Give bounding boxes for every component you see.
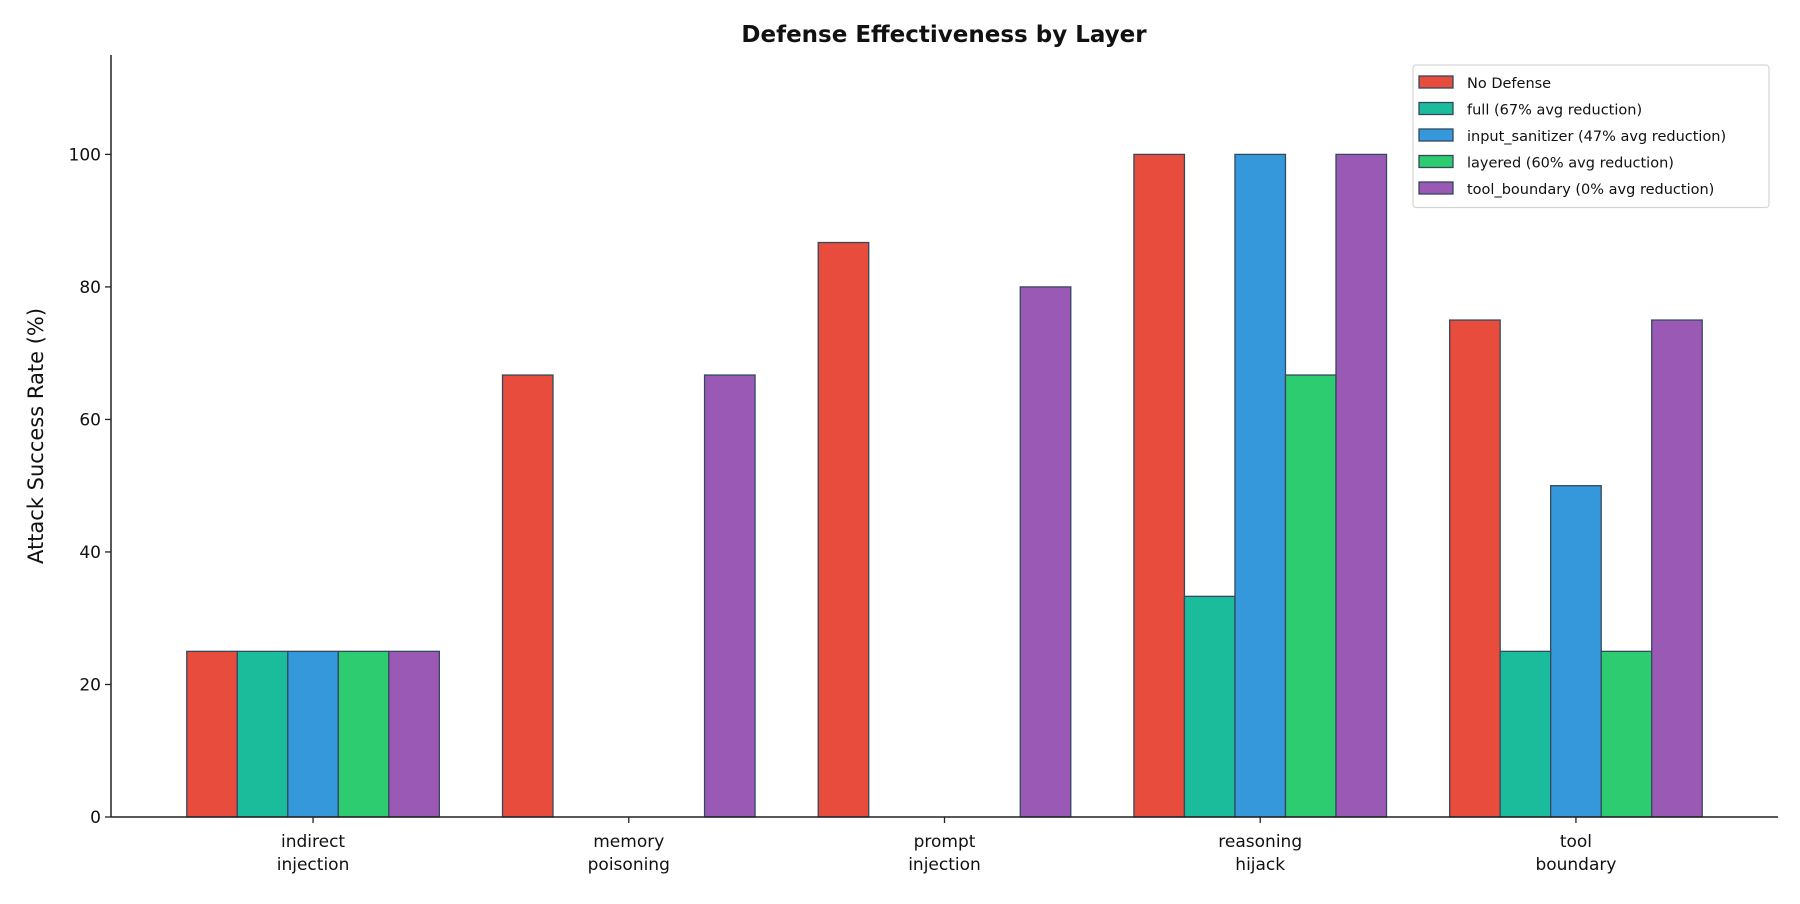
bar-0-2 (817, 241, 870, 818)
legend-label: layered (60% avg reduction) (1467, 156, 1674, 172)
x-tick-label: reasoning (1218, 832, 1302, 852)
bar-3-4 (1600, 650, 1653, 818)
x-tick-label: indirect (281, 832, 345, 852)
bar-2-4 (1550, 485, 1602, 818)
bar-0-3 (1133, 153, 1186, 818)
x-tick-label: tool (1560, 832, 1592, 852)
legend-box (1412, 64, 1770, 209)
bar-4-3 (1335, 153, 1388, 818)
bar-1-0 (236, 650, 289, 818)
bar-4-2 (1019, 286, 1072, 818)
bar-0-1 (501, 374, 554, 818)
legend-swatch (1418, 101, 1454, 116)
chart-title: Defense Effectiveness by Layer (741, 22, 1147, 48)
y-tick-label: 100 (69, 145, 101, 165)
legend-swatch (1418, 75, 1454, 89)
y-tick-label: 0 (90, 808, 101, 828)
bar-0-0 (186, 650, 238, 818)
legend-label: full (67% avg reduction) (1467, 103, 1642, 119)
bar-4-4 (1651, 319, 1703, 818)
x-tick-label: boundary (1535, 855, 1616, 875)
y-axis-label: Attack Success Rate (%) (24, 308, 48, 564)
legend-label: No Defense (1467, 76, 1551, 92)
y-tick-label: 80 (79, 278, 101, 298)
y-tick-label: 40 (79, 543, 101, 563)
x-tick-label: injection (277, 855, 350, 875)
bar-2-0 (287, 650, 339, 818)
bar-3-3 (1284, 374, 1337, 818)
legend-swatch (1418, 128, 1454, 142)
bar-4-1 (703, 374, 756, 818)
x-tick-label: hijack (1235, 855, 1285, 875)
y-tick-label: 20 (79, 675, 101, 695)
bar-2-3 (1234, 153, 1287, 818)
x-tick-label: injection (908, 855, 981, 875)
bar-4-0 (388, 650, 440, 818)
legend-label: input_sanitizer (47% avg reduction) (1467, 129, 1726, 145)
bar-0-4 (1449, 319, 1501, 818)
bar-1-3 (1183, 595, 1236, 818)
x-tick-label: poisoning (588, 855, 670, 875)
bar-1-4 (1499, 650, 1552, 818)
legend-swatch (1418, 154, 1454, 169)
x-tick-label: prompt (914, 832, 976, 852)
y-tick-label: 60 (79, 410, 101, 430)
x-tick-label: memory (593, 832, 664, 852)
bar-3-0 (337, 650, 390, 818)
legend-label: tool_boundary (0% avg reduction) (1467, 182, 1714, 198)
legend-swatch (1418, 181, 1454, 195)
